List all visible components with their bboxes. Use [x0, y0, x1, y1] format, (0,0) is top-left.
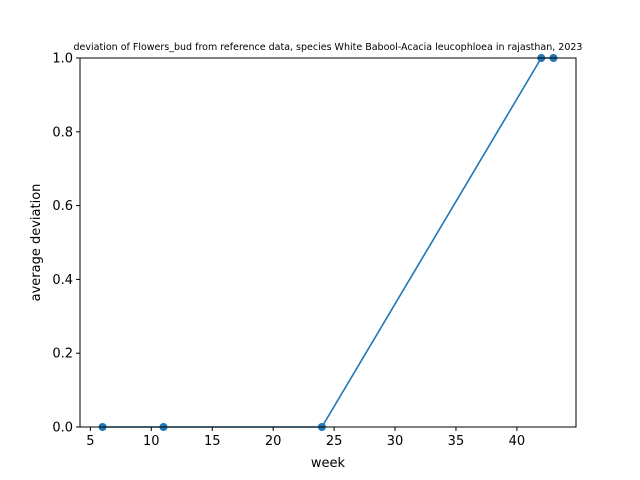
y-tick-label: 0.0 — [52, 421, 73, 436]
x-tick-label: 40 — [509, 434, 526, 449]
x-tick-label: 30 — [387, 434, 404, 449]
y-tick-label: 0.8 — [52, 125, 73, 140]
plot-area — [98, 54, 558, 431]
y-axis-label: average deviation — [29, 184, 44, 302]
x-tick-label: 10 — [143, 434, 160, 449]
chart-title: deviation of Flowers_bud from reference … — [74, 42, 583, 53]
y-axis: 0.0 0.2 0.4 0.6 0.8 1.0 — [52, 52, 80, 436]
axes-frame — [79, 57, 577, 428]
x-axis-label: week — [311, 456, 346, 471]
y-tick-label: 0.2 — [52, 347, 73, 362]
y-tick-label: 1.0 — [52, 52, 73, 67]
y-tick-label: 0.4 — [52, 273, 73, 288]
x-axis: 5 10 15 20 25 30 35 40 — [86, 427, 525, 449]
x-tick-label: 5 — [86, 434, 94, 449]
series-line — [101, 57, 555, 428]
y-tick-label: 0.6 — [52, 199, 73, 214]
x-tick-label: 35 — [448, 434, 465, 449]
x-tick-label: 20 — [265, 434, 282, 449]
x-tick-label: 15 — [204, 434, 221, 449]
x-tick-label: 25 — [326, 434, 343, 449]
